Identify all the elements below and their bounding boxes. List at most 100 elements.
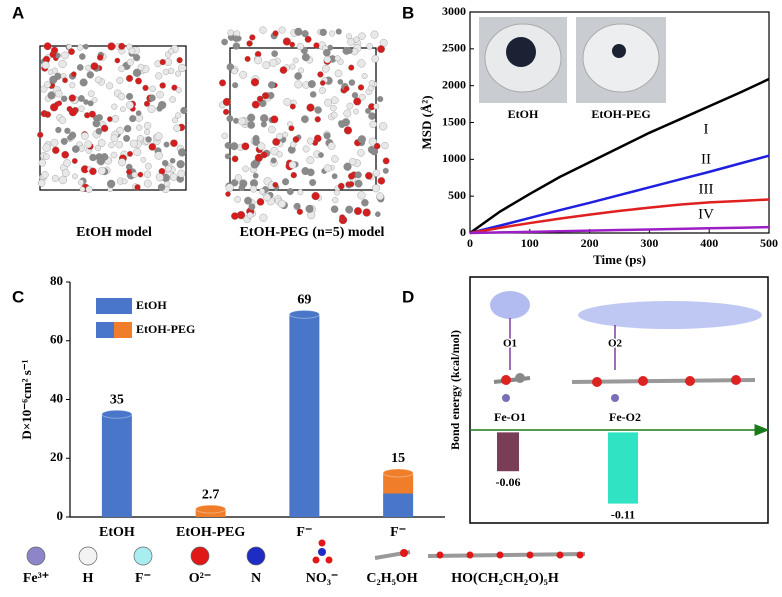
atom [306, 168, 315, 177]
atom [259, 26, 267, 34]
legend-label: N [251, 571, 261, 586]
panel-label: C [12, 287, 24, 306]
atom [163, 141, 170, 148]
legend-label: HO(CH₂CH₂O)₅H [451, 571, 559, 586]
atom [314, 116, 321, 123]
bar [497, 432, 519, 472]
atom [323, 55, 332, 64]
atom [349, 158, 357, 166]
atom [250, 185, 258, 193]
atom [301, 30, 309, 38]
atom [271, 50, 278, 57]
atom [234, 174, 242, 182]
atom [96, 54, 104, 61]
atom [125, 74, 134, 82]
atom [118, 158, 127, 167]
atom [226, 63, 235, 71]
inset-label: EtOH [508, 107, 539, 121]
atom [231, 155, 239, 163]
sample [506, 37, 536, 67]
atom [247, 113, 256, 122]
atom [272, 181, 279, 188]
atom [249, 34, 256, 41]
atom [129, 115, 137, 123]
atom [137, 63, 145, 71]
atom [135, 110, 142, 116]
atom [343, 85, 350, 92]
atom [225, 191, 231, 197]
legend-label: EtOH [136, 298, 167, 312]
atom [323, 49, 331, 57]
atom [42, 143, 51, 152]
atom [106, 82, 114, 90]
atom [318, 152, 324, 158]
legend-icon [312, 556, 320, 564]
atom [324, 98, 332, 107]
atom [368, 137, 377, 146]
atom [230, 142, 239, 151]
atom [262, 92, 270, 100]
atom [232, 35, 240, 42]
atom [345, 205, 354, 214]
x-tick-label: 100 [521, 236, 539, 250]
atom [68, 48, 75, 56]
atom [221, 38, 228, 46]
legend-icon [496, 551, 504, 559]
caption: EtOH model [76, 225, 152, 240]
atom [225, 183, 234, 192]
atom [242, 165, 249, 173]
atom [78, 105, 85, 113]
atom [61, 150, 70, 159]
atom [126, 92, 134, 100]
atom [346, 47, 353, 54]
atom [337, 182, 345, 190]
bar [608, 432, 638, 504]
atom [359, 93, 366, 101]
y-tick-label: 0 [57, 508, 64, 523]
atom [121, 178, 128, 185]
atom [84, 140, 93, 149]
atom [290, 141, 297, 148]
atom [140, 157, 147, 163]
atom [110, 151, 118, 159]
atom [260, 114, 269, 123]
atom [382, 167, 389, 174]
atom [256, 95, 264, 103]
atom [91, 97, 98, 103]
atom [348, 181, 355, 188]
atom [246, 211, 254, 219]
atom [61, 51, 69, 60]
atom [69, 82, 76, 89]
atom [159, 58, 166, 66]
atom [90, 62, 99, 71]
atom [72, 173, 78, 180]
atom [314, 106, 322, 114]
atom [254, 153, 263, 162]
bar-cap [101, 409, 133, 419]
atom [55, 126, 62, 134]
x-axis-label: Time (ps) [593, 252, 646, 267]
atom [114, 57, 121, 64]
atom [219, 79, 227, 87]
atom [148, 94, 156, 102]
atom [252, 138, 260, 146]
atom [168, 48, 175, 55]
atom [254, 56, 263, 65]
atom [131, 171, 138, 178]
bar-cap [382, 468, 414, 478]
atom [362, 208, 371, 217]
atom [85, 185, 93, 193]
atom [371, 55, 380, 63]
atom [361, 73, 368, 80]
atom [270, 157, 277, 164]
legend-swatch [114, 322, 132, 338]
atom [169, 157, 176, 164]
atom [317, 71, 324, 78]
atom [239, 70, 247, 79]
atom [353, 207, 362, 216]
atom [107, 42, 116, 51]
atom [143, 179, 152, 188]
atom [169, 173, 178, 181]
atom [77, 44, 84, 51]
atom [289, 63, 296, 70]
